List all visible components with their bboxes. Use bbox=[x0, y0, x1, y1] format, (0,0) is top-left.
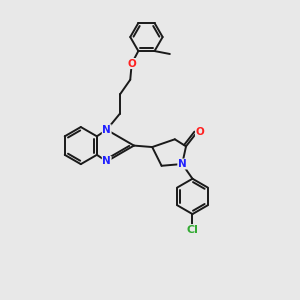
Text: N: N bbox=[102, 125, 111, 135]
Text: N: N bbox=[102, 156, 111, 167]
Text: O: O bbox=[127, 58, 136, 68]
Text: O: O bbox=[196, 127, 204, 136]
Text: Cl: Cl bbox=[187, 225, 198, 235]
Text: N: N bbox=[178, 159, 187, 169]
